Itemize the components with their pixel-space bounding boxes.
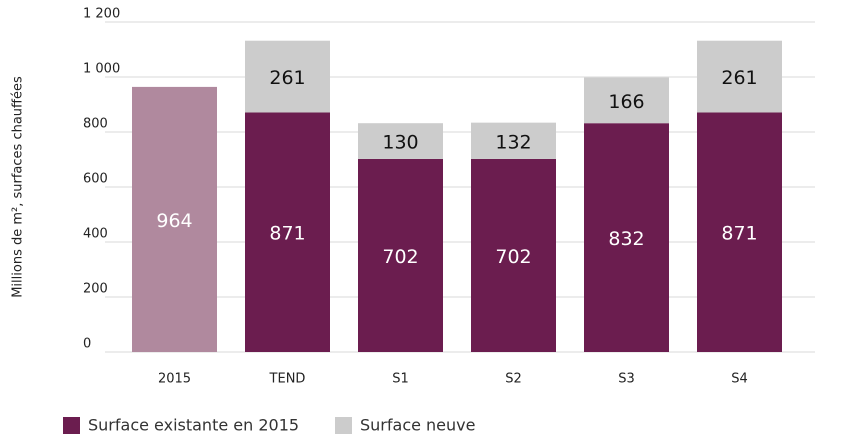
- y-axis-label: Millions de m², surfaces chauffées: [11, 76, 26, 298]
- value-label: 166: [608, 91, 644, 113]
- y-tick-label: 0: [83, 337, 91, 352]
- bar-segment: [584, 123, 669, 352]
- bar-segment: [471, 122, 556, 159]
- bar-segment: [471, 158, 556, 352]
- y-tick-label: 400: [83, 227, 108, 242]
- bar-segment: [697, 112, 782, 352]
- legend-swatch: [63, 417, 80, 434]
- x-tick-label: 2015: [158, 372, 191, 387]
- value-label: 964: [156, 210, 192, 232]
- legend-label: Surface neuve: [360, 416, 475, 435]
- bar-segment: [697, 40, 782, 113]
- x-tick-label: TEND: [269, 372, 306, 387]
- bar-segment: [132, 86, 217, 353]
- y-tick-label: 600: [83, 172, 108, 187]
- x-tick-label: S2: [505, 372, 522, 387]
- y-tick-label: 200: [83, 282, 108, 297]
- value-label: 132: [495, 131, 531, 153]
- value-label: 702: [495, 246, 531, 268]
- bar-segment: [245, 112, 330, 352]
- value-label: 832: [608, 228, 644, 250]
- bar-segment: [245, 40, 330, 113]
- value-label: 261: [721, 67, 757, 89]
- y-tick-label: 1 000: [83, 62, 120, 77]
- legend-label: Surface existante en 2015: [88, 416, 299, 435]
- x-tick-label: S3: [618, 372, 635, 387]
- bar-segment: [358, 158, 443, 352]
- bar-segment: [358, 123, 443, 159]
- legend-swatch: [335, 417, 352, 434]
- y-tick-label: 1 200: [83, 7, 120, 22]
- x-tick-label: S1: [392, 372, 409, 387]
- value-label: 871: [721, 223, 757, 245]
- value-label: 130: [382, 132, 418, 154]
- y-tick-label: 800: [83, 117, 108, 132]
- value-label: 261: [269, 67, 305, 89]
- bar-segment: [584, 77, 669, 124]
- value-label: 702: [382, 246, 418, 268]
- value-label: 871: [269, 223, 305, 245]
- x-tick-label: S4: [731, 372, 748, 387]
